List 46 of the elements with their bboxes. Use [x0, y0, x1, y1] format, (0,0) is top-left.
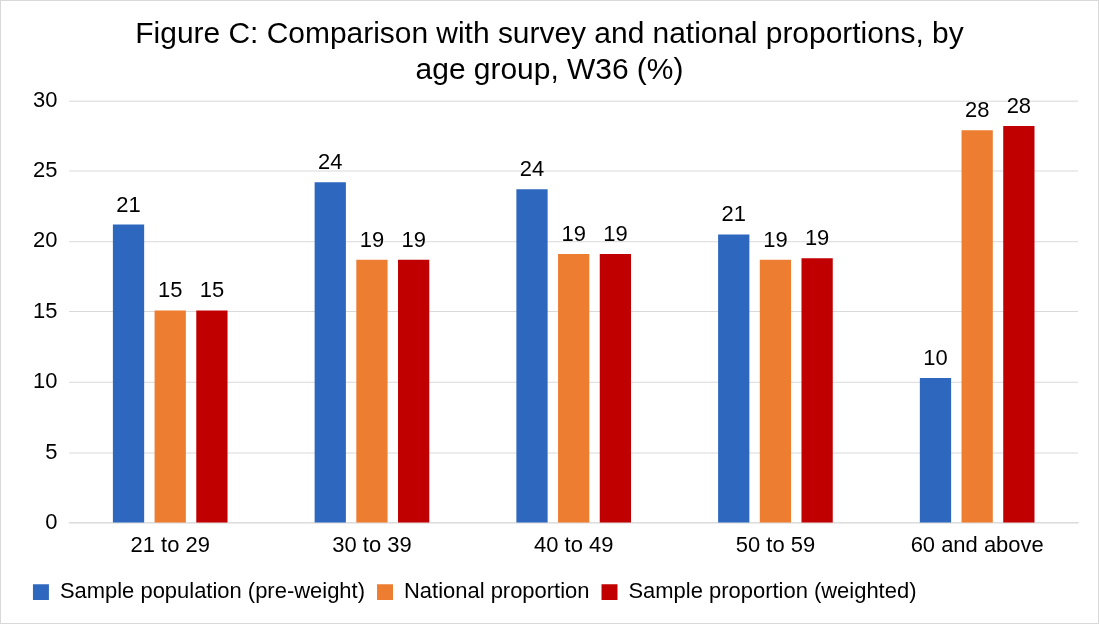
bar [558, 254, 590, 523]
data-label: 15 [199, 277, 225, 303]
bar [1003, 126, 1035, 523]
data-label: 19 [359, 226, 385, 252]
data-label: 21 [116, 191, 141, 217]
data-label: 19 [763, 226, 788, 252]
bar [112, 224, 145, 523]
data-label: 21 [721, 201, 746, 227]
data-label: 10 [923, 345, 948, 371]
data-label: 24 [318, 149, 343, 175]
bar [398, 259, 430, 523]
data-label: 24 [519, 156, 545, 182]
y-tick-label: 10 [32, 368, 58, 394]
legend-label: Sample proportion (weighted) [628, 578, 917, 604]
data-label: 19 [603, 221, 628, 247]
data-label: 28 [1006, 93, 1032, 119]
bar [356, 259, 388, 523]
y-tick-label: 20 [32, 227, 58, 253]
y-tick-label: 15 [32, 297, 58, 323]
y-tick-label: 30 [32, 86, 58, 112]
bar [154, 310, 186, 523]
bar [759, 259, 792, 523]
bar [516, 189, 548, 523]
y-tick-label: 25 [32, 157, 58, 183]
y-tick-label: 0 [45, 508, 58, 534]
x-tick-label: 40 to 49 [534, 532, 614, 558]
data-label: 19 [804, 225, 830, 251]
x-tick-label: 21 to 29 [130, 532, 210, 558]
x-tick-label: 60 and above [910, 532, 1044, 558]
bar [801, 258, 833, 523]
y-tick-label: 5 [45, 438, 58, 464]
x-tick-label: 30 to 39 [332, 532, 412, 558]
data-label: 19 [401, 226, 426, 252]
data-label: 19 [561, 221, 586, 247]
chart-title: Figure C: Comparison with survey and national proportions, by age group, W36 (%) [135, 16, 964, 86]
legend-label: National proportion [403, 578, 590, 604]
x-tick-label: 50 to 59 [735, 532, 816, 558]
bar [718, 234, 750, 523]
bar [599, 254, 632, 523]
legend-label: Sample population (pre-weight) [59, 578, 365, 604]
bar [961, 130, 993, 523]
data-label: 28 [964, 97, 990, 123]
bar [919, 377, 952, 523]
data-label: 15 [158, 277, 183, 303]
bar [314, 182, 346, 523]
bar [196, 310, 228, 523]
